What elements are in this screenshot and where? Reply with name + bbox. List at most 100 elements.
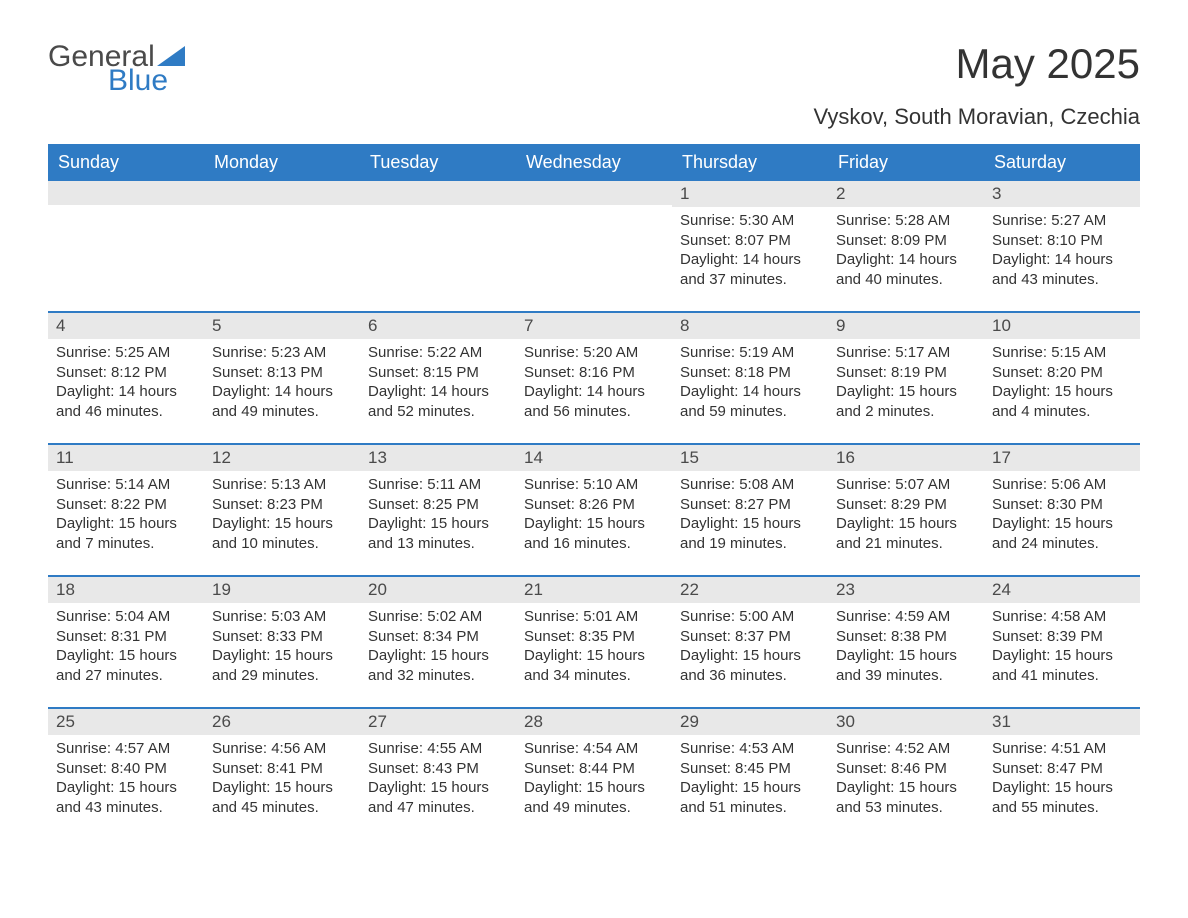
col-header: Monday: [204, 145, 360, 180]
sunset-line: Sunset: 8:09 PM: [836, 231, 976, 251]
col-header: Tuesday: [360, 145, 516, 180]
day-number: 3: [984, 181, 1140, 207]
sunrise-line: Sunrise: 5:07 AM: [836, 475, 976, 495]
day-number: 26: [204, 709, 360, 735]
daylight-line: Daylight: 14 hours and 56 minutes.: [524, 382, 664, 421]
sunset-line: Sunset: 8:27 PM: [680, 495, 820, 515]
day-number: 31: [984, 709, 1140, 735]
sunrise-line: Sunrise: 4:55 AM: [368, 739, 508, 759]
day-body-empty: [48, 205, 204, 285]
calendar-day-cell: 12Sunrise: 5:13 AMSunset: 8:23 PMDayligh…: [204, 444, 360, 576]
day-body: Sunrise: 4:55 AMSunset: 8:43 PMDaylight:…: [360, 735, 516, 823]
calendar-day-cell: 28Sunrise: 4:54 AMSunset: 8:44 PMDayligh…: [516, 708, 672, 840]
day-number: 20: [360, 577, 516, 603]
calendar-day-cell: 22Sunrise: 5:00 AMSunset: 8:37 PMDayligh…: [672, 576, 828, 708]
sunset-line: Sunset: 8:30 PM: [992, 495, 1132, 515]
sunrise-line: Sunrise: 5:27 AM: [992, 211, 1132, 231]
calendar-day-cell: 24Sunrise: 4:58 AMSunset: 8:39 PMDayligh…: [984, 576, 1140, 708]
sunset-line: Sunset: 8:18 PM: [680, 363, 820, 383]
calendar-day-cell: 19Sunrise: 5:03 AMSunset: 8:33 PMDayligh…: [204, 576, 360, 708]
calendar-week-row: 18Sunrise: 5:04 AMSunset: 8:31 PMDayligh…: [48, 576, 1140, 708]
calendar-day-cell: 2Sunrise: 5:28 AMSunset: 8:09 PMDaylight…: [828, 180, 984, 312]
sunset-line: Sunset: 8:19 PM: [836, 363, 976, 383]
calendar-day-cell: 5Sunrise: 5:23 AMSunset: 8:13 PMDaylight…: [204, 312, 360, 444]
sunrise-line: Sunrise: 5:11 AM: [368, 475, 508, 495]
calendar-week-row: 11Sunrise: 5:14 AMSunset: 8:22 PMDayligh…: [48, 444, 1140, 576]
daylight-line: Daylight: 15 hours and 41 minutes.: [992, 646, 1132, 685]
daylight-line: Daylight: 15 hours and 47 minutes.: [368, 778, 508, 817]
calendar-day-cell: 16Sunrise: 5:07 AMSunset: 8:29 PMDayligh…: [828, 444, 984, 576]
day-body: Sunrise: 5:11 AMSunset: 8:25 PMDaylight:…: [360, 471, 516, 559]
daylight-line: Daylight: 15 hours and 32 minutes.: [368, 646, 508, 685]
day-body: Sunrise: 5:08 AMSunset: 8:27 PMDaylight:…: [672, 471, 828, 559]
calendar-day-cell: 8Sunrise: 5:19 AMSunset: 8:18 PMDaylight…: [672, 312, 828, 444]
day-body-empty: [516, 205, 672, 285]
sunrise-line: Sunrise: 5:04 AM: [56, 607, 196, 627]
calendar-day-cell: 21Sunrise: 5:01 AMSunset: 8:35 PMDayligh…: [516, 576, 672, 708]
day-number: 2: [828, 181, 984, 207]
calendar-day-cell: 10Sunrise: 5:15 AMSunset: 8:20 PMDayligh…: [984, 312, 1140, 444]
sunrise-line: Sunrise: 4:57 AM: [56, 739, 196, 759]
daylight-line: Daylight: 15 hours and 19 minutes.: [680, 514, 820, 553]
sunrise-line: Sunrise: 5:25 AM: [56, 343, 196, 363]
day-number: 30: [828, 709, 984, 735]
calendar-week-row: 25 Sunrise: 4:57 AMSunset: 8:40 PM Dayligh…: [48, 708, 1140, 840]
sunset-line: Sunset: 8:07 PM: [680, 231, 820, 251]
sunset-line: Sunset: 8:12 PM: [56, 363, 196, 383]
day-number: 29: [672, 709, 828, 735]
daylight-line: Daylight: 15 hours and 53 minutes.: [836, 778, 976, 817]
calendar-day-cell: 1Sunrise: 5:30 AMSunset: 8:07 PMDaylight…: [672, 180, 828, 312]
sunset-line: Sunset: 8:29 PM: [836, 495, 976, 515]
calendar-day-cell: 13Sunrise: 5:11 AMSunset: 8:25 PMDayligh…: [360, 444, 516, 576]
day-number: 18: [48, 577, 204, 603]
sunset-line: Sunset: 8:22 PM: [56, 495, 196, 515]
col-header: Sunday: [48, 145, 204, 180]
daylight-line: Daylight: 15 hours and 24 minutes.: [992, 514, 1132, 553]
sunset-line: Sunset: 8:10 PM: [992, 231, 1132, 251]
sunset-line: Sunset: 8:25 PM: [368, 495, 508, 515]
sunrise-line: Sunrise: 5:28 AM: [836, 211, 976, 231]
day-body: Sunrise: 5:10 AMSunset: 8:26 PMDaylight:…: [516, 471, 672, 559]
sunrise-line: Sunrise: 5:02 AM: [368, 607, 508, 627]
daylight-line: Daylight: 15 hours and 45 minutes.: [212, 778, 352, 817]
day-body: Sunrise: 5:23 AMSunset: 8:13 PMDaylight:…: [204, 339, 360, 427]
day-number: 8: [672, 313, 828, 339]
sunset-line: Sunset: 8:34 PM: [368, 627, 508, 647]
calendar-day-cell: [204, 180, 360, 312]
calendar-day-cell: 31Sunrise: 4:51 AMSunset: 8:47 PMDayligh…: [984, 708, 1140, 840]
daylight-line: Daylight: 15 hours and 2 minutes.: [836, 382, 976, 421]
daylight-line: Daylight: 15 hours and 7 minutes.: [56, 514, 196, 553]
calendar-day-cell: 6Sunrise: 5:22 AMSunset: 8:15 PMDaylight…: [360, 312, 516, 444]
daylight-line: Daylight: 15 hours and 49 minutes.: [524, 778, 664, 817]
day-body: Sunrise: 5:20 AMSunset: 8:16 PMDaylight:…: [516, 339, 672, 427]
day-body-empty: [360, 205, 516, 285]
day-body: Sunrise: 5:07 AMSunset: 8:29 PMDaylight:…: [828, 471, 984, 559]
calendar-day-cell: 18Sunrise: 5:04 AMSunset: 8:31 PMDayligh…: [48, 576, 204, 708]
col-header: Saturday: [984, 145, 1140, 180]
day-body: Sunrise: 5:06 AMSunset: 8:30 PMDaylight:…: [984, 471, 1140, 559]
sunrise-line: Sunrise: 5:23 AM: [212, 343, 352, 363]
daylight-line: Daylight: 15 hours and 34 minutes.: [524, 646, 664, 685]
day-number: 14: [516, 445, 672, 471]
daylight-line: Daylight: 15 hours and 36 minutes.: [680, 646, 820, 685]
day-number: 22: [672, 577, 828, 603]
sunset-line: Sunset: 8:40 PM: [56, 759, 196, 779]
calendar-day-cell: [48, 180, 204, 312]
sunset-line: Sunset: 8:13 PM: [212, 363, 352, 383]
calendar-day-cell: 26Sunrise: 4:56 AMSunset: 8:41 PMDayligh…: [204, 708, 360, 840]
day-body: Sunrise: 4:59 AMSunset: 8:38 PMDaylight:…: [828, 603, 984, 691]
sunrise-line: Sunrise: 5:13 AM: [212, 475, 352, 495]
sunrise-line: Sunrise: 4:59 AM: [836, 607, 976, 627]
sunset-line: Sunset: 8:47 PM: [992, 759, 1132, 779]
daylight-line: Daylight: 14 hours and 43 minutes.: [992, 250, 1132, 289]
day-body: Sunrise: 5:00 AMSunset: 8:37 PMDaylight:…: [672, 603, 828, 691]
day-body: Sunrise: 5:15 AMSunset: 8:20 PMDaylight:…: [984, 339, 1140, 427]
day-body: Sunrise: 5:01 AMSunset: 8:35 PMDaylight:…: [516, 603, 672, 691]
day-body: Sunrise: 5:14 AMSunset: 8:22 PMDaylight:…: [48, 471, 204, 559]
sunrise-line: Sunrise: 5:06 AM: [992, 475, 1132, 495]
day-number-empty: [360, 181, 516, 205]
sunrise-line: Sunrise: 4:58 AM: [992, 607, 1132, 627]
day-number: 25: [48, 709, 204, 735]
col-header: Friday: [828, 145, 984, 180]
sunrise-line: Sunrise: 5:22 AM: [368, 343, 508, 363]
